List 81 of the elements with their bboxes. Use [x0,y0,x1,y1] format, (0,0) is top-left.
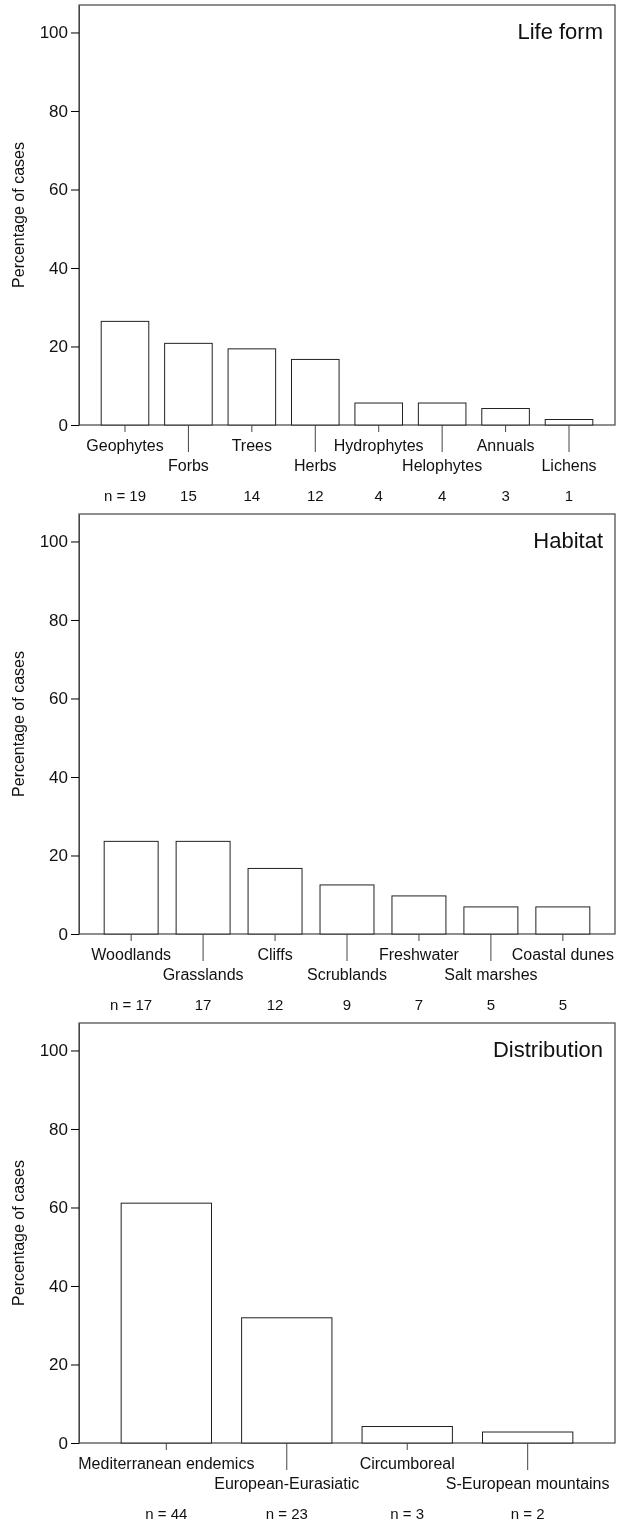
y-tick-label: 60 [49,1198,68,1218]
text: 4 [437,487,447,504]
bar [361,1426,453,1444]
y-axis-title: Percentage of cases [10,1160,27,1306]
y-tick-label: 0 [58,1433,68,1453]
text: 1 [564,487,574,504]
y-tick-label: 100 [39,1041,68,1061]
bar [544,419,594,426]
y-axis-title: Percentage of cases [10,651,27,797]
bar [482,1431,574,1444]
text: Habitat [533,528,603,553]
y-axis-title: Percentage of cases [10,142,27,288]
text: 5 [486,996,496,1013]
text: n = 44 [145,1505,188,1522]
x-tick-label: Circumboreal [359,1455,455,1472]
text: n = 19 [103,487,147,504]
bar [100,320,150,426]
text: 9 [342,996,352,1013]
bar [164,342,213,426]
y-tick-label: 80 [49,101,68,121]
bar [535,906,591,935]
text: 14 [243,487,261,504]
text: Distribution [492,1037,603,1062]
x-tick-label: Forbs [167,457,209,474]
bar [227,348,277,426]
text: n = 3 [390,1505,425,1522]
x-tick-label: European-Eurasiatic [214,1475,360,1492]
x-tick-label: Hydrophytes [333,437,424,454]
x-tick-label: Annuals [476,437,535,454]
text: 17 [194,996,212,1013]
text: 5 [558,996,568,1013]
bar [463,906,519,935]
y-tick-label: 40 [49,767,68,787]
x-tick-label: Freshwater [378,946,460,963]
x-tick-label: Salt marshes [444,966,538,983]
y-tick-label: 60 [49,689,68,709]
bar [391,895,447,935]
text: n = 17 [110,996,153,1013]
text: 3 [501,487,510,504]
text: 12 [266,996,284,1013]
y-tick-label: 20 [49,337,68,357]
bar [481,408,530,426]
y-tick-label: 60 [49,180,68,200]
x-tick-label: Geophytes [86,437,164,454]
y-tick-label: 80 [49,610,68,630]
x-tick-label: Scrublands [306,966,388,983]
text: n = 23 [265,1505,308,1522]
bar [103,840,159,935]
y-tick-label: 40 [49,258,68,278]
bar [291,358,340,426]
x-tick-label: Helophytes [402,457,483,474]
x-tick-label: Trees [231,437,273,454]
x-tick-label: Woodlands [91,946,172,963]
x-tick-label: Grasslands [162,966,244,983]
x-tick-label: Cliffs [257,946,293,963]
y-tick-label: 20 [49,1355,68,1375]
x-tick-label: Lichens [541,457,597,474]
y-tick-label: 100 [39,532,68,552]
bar [354,402,403,426]
text: 4 [374,487,383,504]
y-tick-label: 0 [58,924,68,944]
text: 15 [180,487,197,504]
x-tick-label: Coastal dunes [511,946,614,963]
y-tick-label: 100 [39,23,68,43]
y-tick-label: 80 [49,1119,68,1139]
bar [175,840,231,935]
bar [417,402,467,426]
y-tick-label: 20 [49,846,68,866]
y-tick-label: 40 [49,1276,68,1296]
x-tick-label: Mediterranean endemics [78,1455,255,1472]
x-tick-label: Herbs [293,457,337,474]
bar [120,1202,212,1444]
x-tick-label: S-European mountains [445,1475,610,1492]
text: n = 2 [510,1505,545,1522]
text: Life form [517,19,603,44]
bar [241,1317,333,1444]
bar [247,867,303,935]
y-tick-label: 0 [58,415,68,435]
bar [319,884,375,935]
text: 12 [306,487,324,504]
text: 7 [414,996,424,1013]
